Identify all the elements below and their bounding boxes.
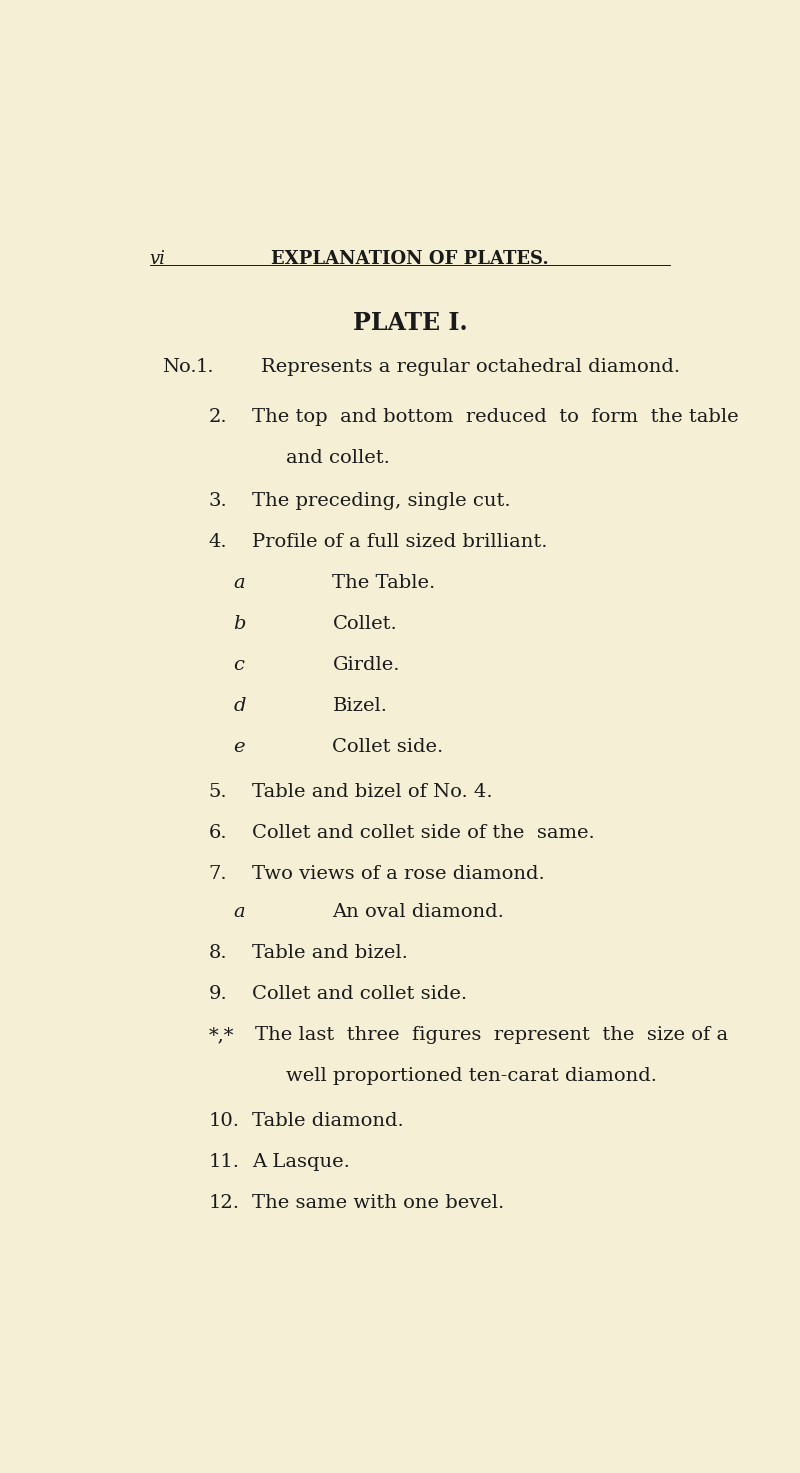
Text: The Table.: The Table.: [333, 574, 436, 592]
Text: Two views of a rose diamond.: Two views of a rose diamond.: [252, 865, 545, 882]
Text: and collet.: and collet.: [286, 449, 390, 467]
Text: vi: vi: [150, 250, 166, 268]
Text: Collet.: Collet.: [333, 614, 398, 633]
Text: 5.: 5.: [209, 782, 227, 801]
Text: The preceding, single cut.: The preceding, single cut.: [252, 492, 510, 510]
Text: 8.: 8.: [209, 944, 227, 962]
Text: Profile of a full sized brilliant.: Profile of a full sized brilliant.: [252, 533, 547, 551]
Text: PLATE I.: PLATE I.: [353, 311, 467, 334]
Text: 9.: 9.: [209, 985, 227, 1003]
Text: Girdle.: Girdle.: [333, 655, 400, 673]
Text: 6.: 6.: [209, 823, 227, 841]
Text: a: a: [234, 574, 245, 592]
Text: a: a: [234, 903, 245, 922]
Text: The top  and bottom  reduced  to  form  the table: The top and bottom reduced to form the t…: [252, 408, 738, 426]
Text: d: d: [234, 697, 246, 714]
Text: Bizel.: Bizel.: [333, 697, 387, 714]
Text: 4.: 4.: [209, 533, 227, 551]
Text: *,*: *,*: [209, 1027, 234, 1044]
Text: Table and bizel.: Table and bizel.: [252, 944, 408, 962]
Text: Collet and collet side.: Collet and collet side.: [252, 985, 467, 1003]
Text: The same with one bevel.: The same with one bevel.: [252, 1195, 504, 1212]
Text: The last  three  figures  represent  the  size of a: The last three figures represent the siz…: [255, 1027, 728, 1044]
Text: No.: No.: [162, 358, 197, 376]
Text: e: e: [234, 738, 245, 756]
Text: Table diamond.: Table diamond.: [252, 1112, 404, 1130]
Text: 10.: 10.: [209, 1112, 239, 1130]
Text: 2.: 2.: [209, 408, 227, 426]
Text: Collet and collet side of the  same.: Collet and collet side of the same.: [252, 823, 594, 841]
Text: 12.: 12.: [209, 1195, 239, 1212]
Text: well proportioned ten-carat diamond.: well proportioned ten-carat diamond.: [286, 1068, 657, 1086]
Text: Table and bizel of No. 4.: Table and bizel of No. 4.: [252, 782, 493, 801]
Text: 3.: 3.: [209, 492, 227, 510]
Text: Collet side.: Collet side.: [333, 738, 444, 756]
Text: EXPLANATION OF PLATES.: EXPLANATION OF PLATES.: [271, 250, 549, 268]
Text: A Lasque.: A Lasque.: [252, 1153, 350, 1171]
Text: An oval diamond.: An oval diamond.: [333, 903, 504, 922]
Text: 11.: 11.: [209, 1153, 239, 1171]
Text: Represents a regular octahedral diamond.: Represents a regular octahedral diamond.: [262, 358, 680, 376]
Text: 7.: 7.: [209, 865, 227, 882]
Text: c: c: [234, 655, 244, 673]
Text: 1.: 1.: [196, 358, 214, 376]
Text: b: b: [234, 614, 246, 633]
